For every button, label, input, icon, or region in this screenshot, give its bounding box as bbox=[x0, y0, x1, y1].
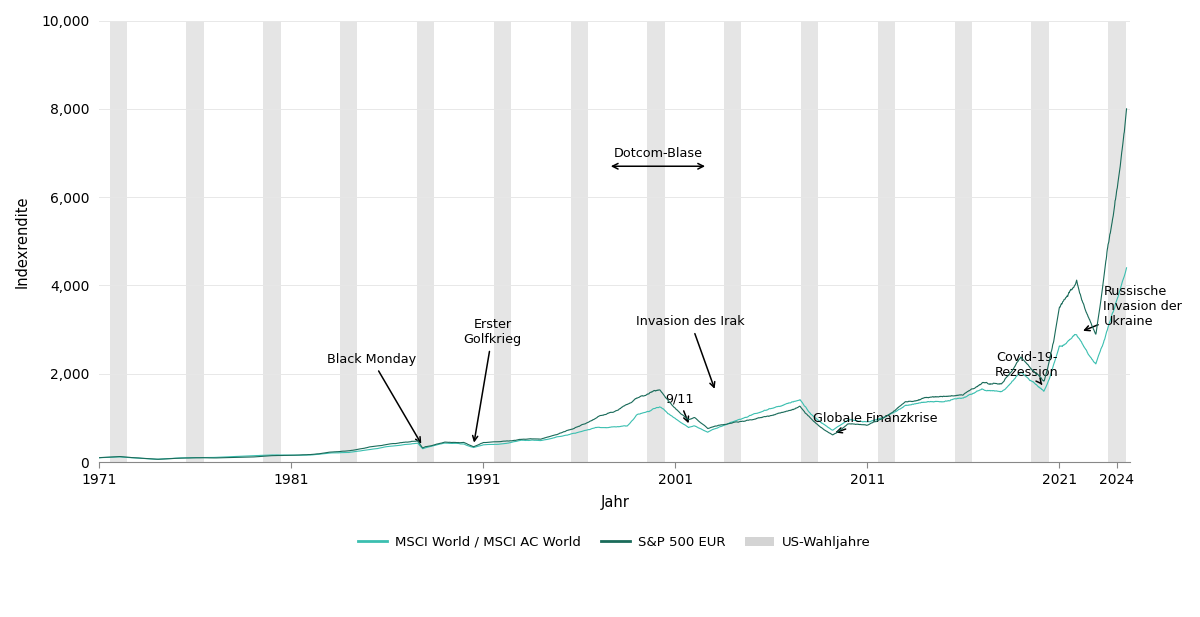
S&P 500 EUR bbox=[605, 408, 619, 416]
Bar bbox=[263, 20, 281, 462]
MSCI World / MSCI AC World bbox=[92, 454, 107, 462]
Bar bbox=[416, 20, 434, 462]
Text: Globale Finanzkrise: Globale Finanzkrise bbox=[814, 412, 938, 433]
Bar bbox=[186, 20, 204, 462]
MSCI World / MSCI AC World bbox=[605, 423, 619, 431]
MSCI World / MSCI AC World bbox=[132, 455, 146, 462]
MSCI World / MSCI AC World bbox=[196, 454, 210, 462]
S&P 500 EUR bbox=[196, 454, 210, 462]
Bar bbox=[724, 20, 742, 462]
S&P 500 EUR bbox=[1120, 105, 1134, 112]
MSCI World / MSCI AC World bbox=[1120, 264, 1134, 271]
Bar bbox=[1109, 20, 1126, 462]
S&P 500 EUR bbox=[937, 392, 952, 400]
Text: Russische
Invasion der
Ukraine: Russische Invasion der Ukraine bbox=[1085, 285, 1182, 331]
S&P 500 EUR bbox=[132, 454, 146, 462]
Line: S&P 500 EUR: S&P 500 EUR bbox=[100, 109, 1127, 460]
Text: Dotcom-Blase: Dotcom-Blase bbox=[613, 147, 702, 160]
Legend: MSCI World / MSCI AC World, S&P 500 EUR, US-Wahljahre: MSCI World / MSCI AC World, S&P 500 EUR,… bbox=[353, 531, 876, 554]
Bar bbox=[955, 20, 972, 462]
Text: 9/11: 9/11 bbox=[665, 392, 694, 422]
X-axis label: Jahr: Jahr bbox=[600, 495, 629, 510]
Text: Covid-19-
Rezession: Covid-19- Rezession bbox=[995, 351, 1058, 384]
Y-axis label: Indexrendite: Indexrendite bbox=[14, 195, 30, 288]
Bar bbox=[340, 20, 358, 462]
Bar bbox=[109, 20, 127, 462]
S&P 500 EUR bbox=[766, 412, 780, 419]
Bar bbox=[802, 20, 818, 462]
Bar bbox=[1032, 20, 1049, 462]
Bar bbox=[493, 20, 511, 462]
S&P 500 EUR bbox=[150, 456, 164, 463]
Line: MSCI World / MSCI AC World: MSCI World / MSCI AC World bbox=[100, 268, 1127, 459]
Text: Invasion des Irak: Invasion des Irak bbox=[636, 315, 745, 387]
MSCI World / MSCI AC World bbox=[937, 398, 952, 405]
MSCI World / MSCI AC World bbox=[952, 395, 966, 402]
Bar bbox=[570, 20, 588, 462]
Bar bbox=[878, 20, 895, 462]
S&P 500 EUR bbox=[92, 454, 107, 462]
Text: Black Monday: Black Monday bbox=[328, 353, 420, 442]
S&P 500 EUR bbox=[952, 391, 966, 399]
MSCI World / MSCI AC World bbox=[766, 405, 780, 412]
MSCI World / MSCI AC World bbox=[150, 455, 164, 463]
Bar bbox=[647, 20, 665, 462]
Text: Erster
Golfkrieg: Erster Golfkrieg bbox=[463, 318, 522, 441]
